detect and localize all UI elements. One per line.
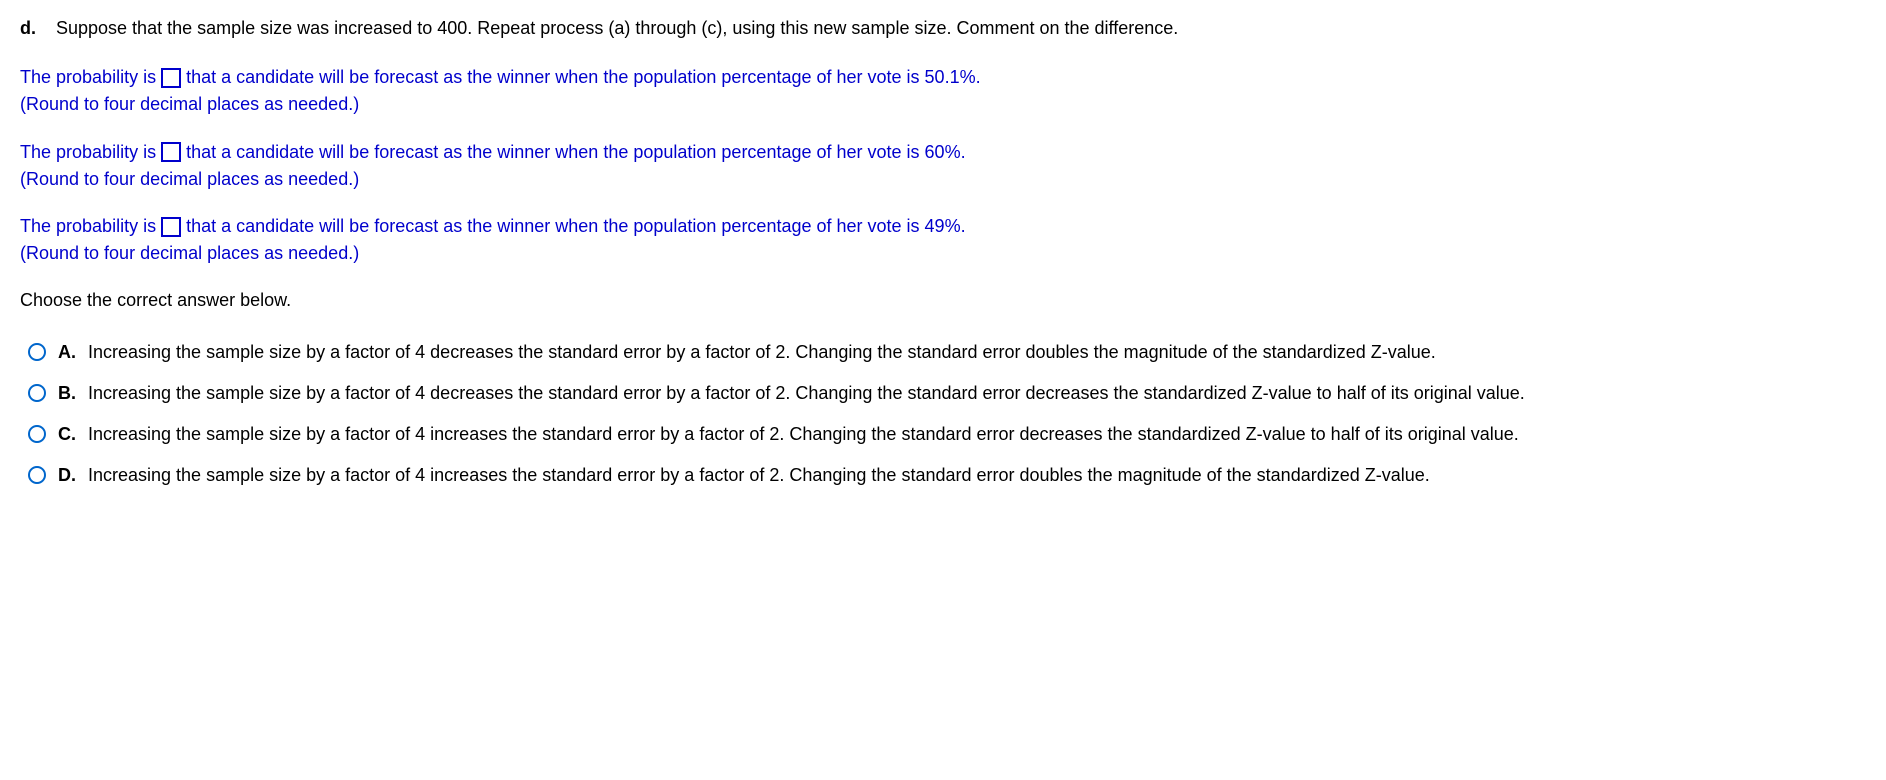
probability-pre-1: The probability is [20,65,156,90]
probability-line-2: The probability is that a candidate will… [20,140,1866,165]
probability-post-3: that a candidate will be forecast as the… [186,214,966,239]
radio-a[interactable] [28,343,46,361]
option-label-b: B. [58,381,78,406]
option-label-d: D. [58,463,78,488]
option-a[interactable]: A. Increasing the sample size by a facto… [28,340,1866,365]
radio-b[interactable] [28,384,46,402]
probability-post-2: that a candidate will be forecast as the… [186,140,966,165]
round-hint-3: (Round to four decimal places as needed.… [20,241,1866,266]
option-label-c: C. [58,422,78,447]
probability-post-1: that a candidate will be forecast as the… [186,65,981,90]
option-c[interactable]: C. Increasing the sample size by a facto… [28,422,1866,447]
option-text-a: Increasing the sample size by a factor o… [88,340,1436,365]
probability-input-1[interactable] [161,68,181,88]
probability-pre-2: The probability is [20,140,156,165]
option-label-a: A. [58,340,78,365]
option-text-d: Increasing the sample size by a factor o… [88,463,1430,488]
options-list: A. Increasing the sample size by a facto… [20,340,1866,489]
probability-input-3[interactable] [161,217,181,237]
probability-block-1: The probability is that a candidate will… [20,65,1866,117]
probability-pre-3: The probability is [20,214,156,239]
choose-prompt: Choose the correct answer below. [20,288,1866,313]
option-b[interactable]: B. Increasing the sample size by a facto… [28,381,1866,406]
part-d-question: d. Suppose that the sample size was incr… [20,16,1866,41]
round-hint-1: (Round to four decimal places as needed.… [20,92,1866,117]
part-d-label: d. [20,16,56,41]
probability-line-3: The probability is that a candidate will… [20,214,1866,239]
round-hint-2: (Round to four decimal places as needed.… [20,167,1866,192]
probability-block-3: The probability is that a candidate will… [20,214,1866,266]
radio-c[interactable] [28,425,46,443]
option-text-c: Increasing the sample size by a factor o… [88,422,1519,447]
part-d-text: Suppose that the sample size was increas… [56,16,1178,41]
option-d[interactable]: D. Increasing the sample size by a facto… [28,463,1866,488]
probability-input-2[interactable] [161,142,181,162]
probability-line-1: The probability is that a candidate will… [20,65,1866,90]
radio-d[interactable] [28,466,46,484]
probability-block-2: The probability is that a candidate will… [20,140,1866,192]
option-text-b: Increasing the sample size by a factor o… [88,381,1525,406]
